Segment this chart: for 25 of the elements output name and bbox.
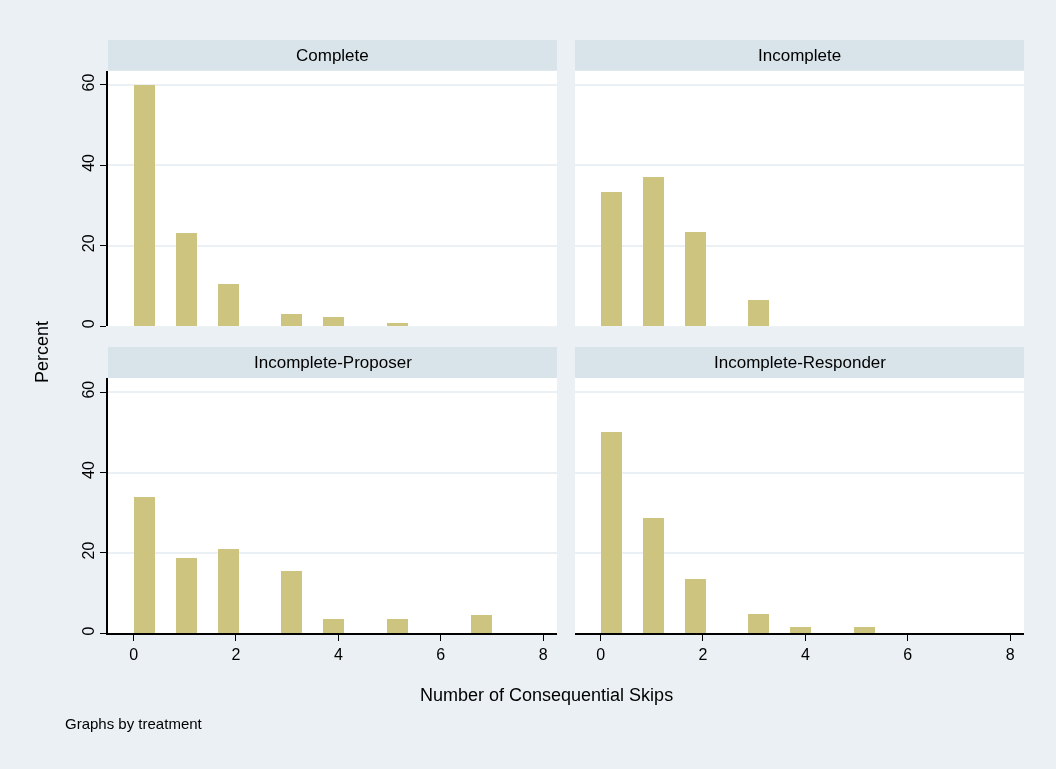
y-tick-label: 60 — [79, 73, 97, 92]
chart-title: Incomplete — [758, 46, 842, 65]
chart-title: Incomplete-Responder — [714, 353, 887, 372]
x-tick-label: 4 — [333, 646, 343, 664]
x-tick-label: 6 — [436, 646, 446, 664]
text: Graphs by treatment — [65, 715, 203, 732]
x-tick-label: 6 — [903, 646, 913, 664]
x-axis-title: Number of Consequential Skips — [420, 685, 674, 705]
y-tick-label: 0 — [79, 626, 97, 636]
x-tick-label: 8 — [1005, 646, 1015, 664]
x-tick-label: 0 — [596, 646, 606, 664]
y-tick-label: 20 — [79, 234, 97, 253]
chart-title: Incomplete-Proposer — [254, 353, 413, 372]
y-tick-label: 40 — [79, 461, 97, 479]
x-tick-label: 0 — [129, 646, 139, 664]
y-tick-label: 60 — [79, 380, 97, 399]
y-tick-label: 0 — [79, 319, 97, 329]
y-axis-title: Percent — [31, 321, 52, 384]
x-tick-label: 4 — [800, 646, 810, 664]
x-tick-label: 2 — [231, 646, 241, 664]
y-tick-label: 40 — [79, 153, 97, 172]
chart-title: Complete — [296, 46, 369, 65]
x-tick-label: 8 — [538, 646, 548, 664]
x-tick-label: 2 — [698, 646, 708, 664]
y-tick-label: 20 — [79, 541, 97, 560]
